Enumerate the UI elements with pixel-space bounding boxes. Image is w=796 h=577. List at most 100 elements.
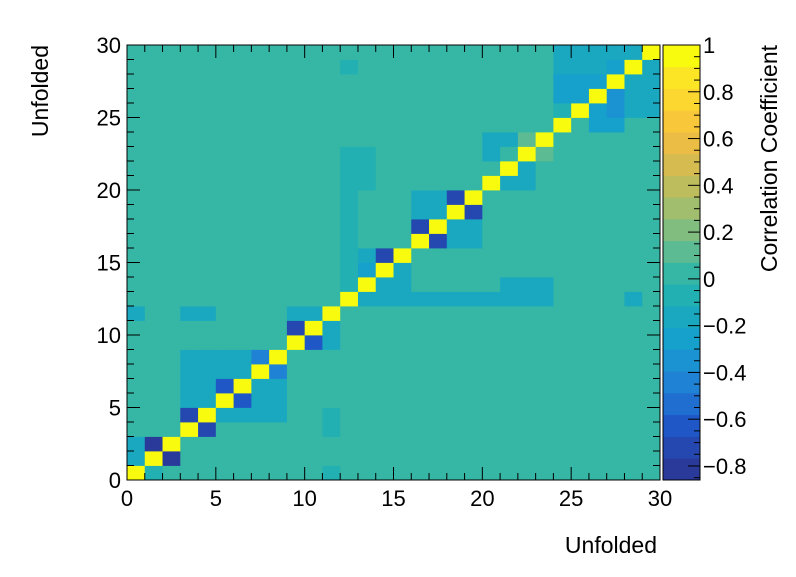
heatmap-cell [322,393,341,408]
heatmap-cell [162,349,181,365]
heatmap-cell [642,175,661,191]
heatmap-cell [375,320,394,336]
heatmap-cell [286,393,306,408]
heatmap-cell [233,175,252,191]
heatmap-cell [304,45,323,60]
heatmap-cell [162,248,181,263]
heatmap-cell [588,204,608,220]
heatmap-cell [340,407,359,423]
heatmap-cell [375,422,394,437]
heatmap-cell [304,393,323,408]
heatmap-cell [393,436,412,452]
heatmap-cell [588,190,608,205]
heatmap-cell [553,103,572,118]
heatmap-cell [233,161,252,176]
heatmap-cell [375,204,394,220]
heatmap-cell [322,219,341,234]
heatmap-cell [588,306,608,321]
heatmap-cell [251,451,270,466]
heatmap-cell [553,204,572,220]
heatmap-cell [411,74,430,89]
heatmap-cell [535,233,554,249]
heatmap-cell [127,364,146,379]
heatmap-cell [571,436,590,452]
heatmap-cell [251,407,270,423]
heatmap-cell [517,407,537,423]
heatmap-cell [375,219,394,234]
heatmap-cell [624,465,643,481]
heatmap-cell [144,161,163,176]
heatmap-cell [517,335,537,350]
heatmap-cell [446,407,465,423]
heatmap-cell [144,103,163,118]
heatmap-cell [269,422,288,437]
heatmap-cell [304,436,323,452]
heatmap-cell [482,219,501,234]
heatmap-cell [482,436,501,452]
heatmap-cell [429,146,448,162]
heatmap-cell [446,146,465,162]
heatmap-cell [393,59,412,75]
heatmap-cell [464,451,483,466]
heatmap-cell [464,45,483,60]
heatmap-cell [553,175,572,191]
y-tick-label: 30 [97,33,121,58]
heatmap-cell [357,306,377,321]
heatmap-cell [606,465,625,481]
heatmap-cell [606,132,625,147]
heatmap-cell [571,117,590,133]
heatmap-cell [535,88,554,104]
palette-swatch [663,414,700,437]
heatmap-cell [162,45,181,60]
heatmap-cell [411,364,430,379]
heatmap-cell [233,103,252,118]
heatmap-cell [375,161,394,176]
heatmap-cell [127,146,146,162]
heatmap-cell [198,364,217,379]
heatmap-cell [127,451,146,466]
heatmap-cell [553,451,572,466]
heatmap-cell [411,320,430,336]
heatmap-cell [357,219,377,234]
heatmap-cell [162,190,181,205]
heatmap-cell [393,204,412,220]
heatmap-cell [535,378,554,394]
heatmap-cell [500,335,519,350]
z-tick-label: 1 [703,33,715,58]
heatmap-cell [269,349,288,365]
heatmap-cell [286,436,306,452]
heatmap-cell [127,233,146,249]
heatmap-cell [269,132,288,147]
heatmap-cell [375,146,394,162]
heatmap-cell [251,132,270,147]
heatmap-cell [482,320,501,336]
heatmap-cell [215,59,234,75]
heatmap-cell [322,378,341,394]
heatmap-cell [517,103,537,118]
heatmap-cell [429,364,448,379]
heatmap-cell [162,407,181,423]
heatmap-cell [251,248,270,263]
heatmap-cell [464,320,483,336]
heatmap-cell [535,74,554,89]
heatmap-cell [393,451,412,466]
heatmap-cell [162,103,181,118]
heatmap-cell [162,422,181,437]
heatmap-cell [215,451,234,466]
heatmap-cell [215,248,234,263]
heatmap-cell [500,146,519,162]
heatmap-cell [233,74,252,89]
heatmap-cell [482,364,501,379]
heatmap-cell [535,262,554,278]
heatmap-cell [464,291,483,307]
heatmap-cell [517,465,537,481]
heatmap-cell [500,320,519,336]
heatmap-cell [357,248,377,263]
heatmap-cell [606,393,625,408]
heatmap-cell [642,407,661,423]
heatmap-cell [180,451,199,466]
heatmap-cell [233,190,252,205]
heatmap-cell [517,175,537,191]
heatmap-cell [375,277,394,292]
heatmap-cell [464,103,483,118]
